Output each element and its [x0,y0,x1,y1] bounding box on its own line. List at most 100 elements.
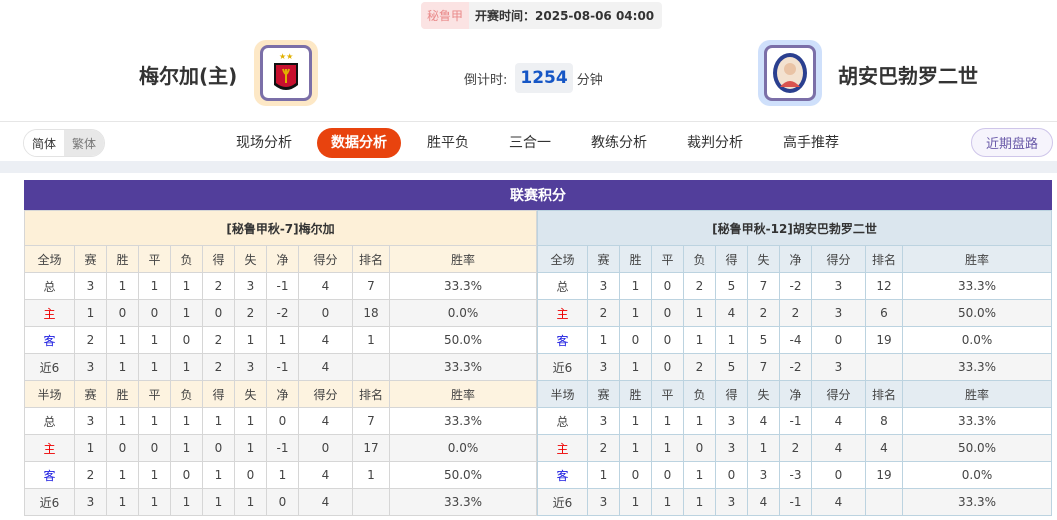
nav-bar: 简体 繁体 现场分析 数据分析 胜平负 三合一 教练分析 裁判分析 高手推荐 近… [0,121,1057,161]
cell-goal-diff: 1 [266,326,299,354]
cell-goals-for: 2 [202,326,235,354]
cell-goal-diff: -3 [779,461,812,489]
cell-rank [352,488,390,516]
col-header-goals-against: 失 [234,245,267,273]
cell-goals-against: 7 [747,353,780,381]
lang-simplified[interactable]: 简体 [24,130,64,156]
table-row: 客 2 1 1 0 1 0 1 4 1 50.0% [24,461,537,489]
col-header-rank: 排名 [352,245,390,273]
away-standings-table: [秘鲁甲秋-12]胡安巴勃罗二世 全场赛胜平负得失净得分 排名 胜率总 3 1 0 2 5 7 -2… [537,210,1052,516]
cell-drawn: 0 [138,299,171,327]
tab-three-in-one[interactable]: 三合一 [509,135,551,151]
team-caption: [秘鲁甲秋-7]梅尔加 [24,210,537,246]
cell-win-rate: 33.3% [389,407,537,435]
countdown: 倒计时: 1254 分钟 [464,63,603,93]
col-header-won: 胜 [619,380,652,408]
cell-label: 主 [24,299,75,327]
col-header-lost: 负 [170,245,203,273]
countdown-label: 倒计时: [464,72,508,88]
cell-drawn: 1 [651,407,684,435]
cell-points: 3 [811,299,866,327]
cell-won: 1 [106,461,139,489]
cell-drawn: 1 [138,353,171,381]
cell-goals-for: 0 [715,461,748,489]
cell-goals-for: 1 [202,407,235,435]
cell-won: 1 [619,488,652,516]
home-team-name[interactable]: 梅尔加(主) [139,64,238,88]
cell-won: 1 [619,434,652,462]
cell-rank: 12 [865,272,903,300]
away-team-logo[interactable] [758,40,822,106]
cell-won: 1 [106,326,139,354]
cell-points: 0 [298,434,353,462]
away-team-name[interactable]: 胡安巴勃罗二世 [838,64,978,88]
cell-goal-diff: 0 [266,488,299,516]
cell-played: 3 [74,353,107,381]
cell-goal-diff: -1 [266,272,299,300]
cell-goal-diff: -4 [779,326,812,354]
cell-played: 3 [74,407,107,435]
tab-coach-analysis[interactable]: 教练分析 [591,135,647,151]
cell-drawn: 1 [651,434,684,462]
cell-goals-against: 7 [747,272,780,300]
cell-points: 4 [298,353,353,381]
cell-points: 4 [298,488,353,516]
cell-win-rate: 33.3% [902,353,1052,381]
team-caption: [秘鲁甲秋-12]胡安巴勃罗二世 [537,210,1052,246]
table-row: 主 2 1 1 0 3 1 2 4 4 50.0% [537,434,1052,462]
cell-goal-diff: 2 [779,434,812,462]
cell-lost: 1 [170,488,203,516]
tab-win-draw-loss[interactable]: 胜平负 [427,135,469,151]
cell-goals-for: 0 [202,299,235,327]
table-row: 主 1 0 0 1 0 1 -1 0 17 0.0% [24,434,537,462]
table-row: 总 3 1 0 2 5 7 -2 3 12 33.3% [537,272,1052,300]
cell-played: 2 [587,434,620,462]
header-row-half: 半场赛胜平负得失净得分 排名 胜率 [537,380,1052,408]
col-header-goals-against: 失 [747,245,780,273]
col-header-label: 全场 [24,245,75,273]
cell-rank: 19 [865,461,903,489]
language-toggle[interactable]: 简体 繁体 [23,129,105,157]
cell-won: 0 [106,299,139,327]
league-badge[interactable]: 秘鲁甲 [421,2,470,29]
lang-traditional[interactable]: 繁体 [64,130,104,156]
cell-lost: 2 [683,272,716,300]
cell-won: 1 [619,299,652,327]
cell-goal-diff: -1 [266,434,299,462]
cell-lost: 1 [683,488,716,516]
cell-goals-for: 1 [202,461,235,489]
cell-rank: 4 [865,434,903,462]
cell-win-rate: 33.3% [389,353,537,381]
cell-won: 1 [106,272,139,300]
cell-won: 0 [619,326,652,354]
cell-lost: 1 [683,407,716,435]
tab-referee-analysis[interactable]: 裁判分析 [687,135,743,151]
cell-win-rate: 33.3% [902,407,1052,435]
cell-win-rate: 50.0% [902,434,1052,462]
cell-points: 0 [811,461,866,489]
cell-goals-for: 0 [202,434,235,462]
cell-rank: 17 [352,434,390,462]
home-team-logo[interactable]: ★★ [254,40,318,106]
countdown-value: 1254 [515,63,573,93]
cell-win-rate: 0.0% [389,299,537,327]
recent-handicap-button[interactable]: 近期盘路 [971,128,1053,157]
cell-drawn: 1 [138,326,171,354]
table-row: 主 1 0 0 1 0 2 -2 0 18 0.0% [24,299,537,327]
tab-data-analysis[interactable]: 数据分析 [317,128,401,158]
col-header-points: 得分 [298,380,353,408]
tab-live-analysis[interactable]: 现场分析 [236,135,292,151]
col-header-goals-for: 得 [202,245,235,273]
cell-drawn: 1 [138,461,171,489]
col-header-played: 赛 [74,245,107,273]
cell-win-rate: 33.3% [902,488,1052,516]
tab-expert-picks[interactable]: 高手推荐 [783,135,839,151]
cell-won: 1 [619,407,652,435]
cell-win-rate: 33.3% [389,272,537,300]
table-row: 客 2 1 1 0 2 1 1 4 1 50.0% [24,326,537,354]
cell-drawn: 1 [138,488,171,516]
col-header-drawn: 平 [651,245,684,273]
cell-rank: 7 [352,272,390,300]
cell-lost: 1 [170,272,203,300]
col-header-won: 胜 [619,245,652,273]
